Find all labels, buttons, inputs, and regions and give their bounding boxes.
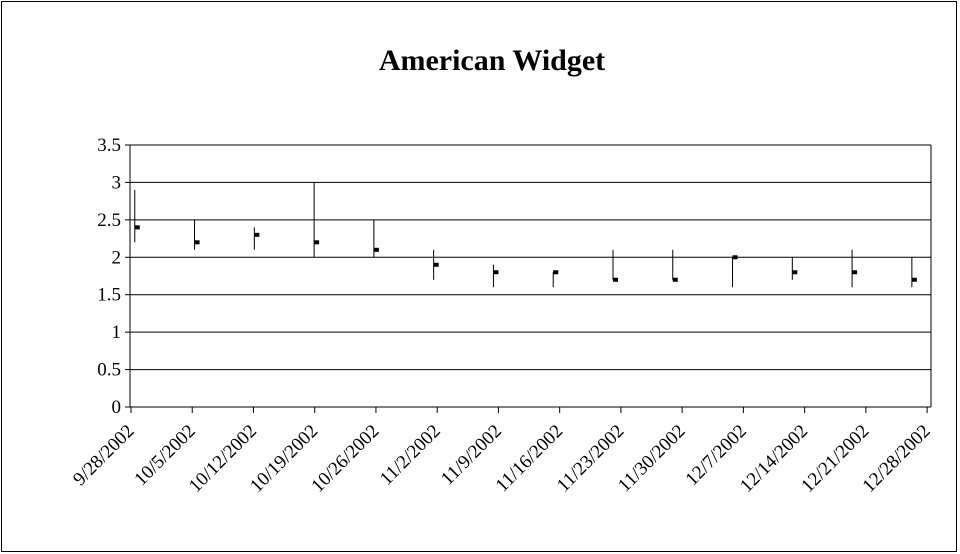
x-tick-label: 9/28/2002 bbox=[69, 421, 138, 490]
x-tick-label: 10/26/2002 bbox=[307, 421, 383, 497]
axes bbox=[129, 145, 932, 408]
close-marker bbox=[373, 247, 379, 252]
gridlines bbox=[130, 144, 931, 371]
y-tick-label: 3 bbox=[112, 172, 122, 193]
x-tick-label: 12/28/2002 bbox=[859, 421, 935, 497]
close-marker bbox=[911, 277, 917, 282]
y-tick-label: 1 bbox=[112, 322, 122, 343]
close-marker bbox=[134, 225, 140, 230]
close-marker bbox=[194, 240, 200, 245]
close-marker bbox=[792, 270, 798, 275]
close-marker bbox=[612, 277, 618, 282]
y-tick-label: 0 bbox=[112, 397, 122, 418]
y-tick-label: 1.5 bbox=[97, 285, 121, 306]
close-marker bbox=[852, 270, 858, 275]
close-marker bbox=[254, 232, 260, 237]
y-tick-label: 0.5 bbox=[97, 360, 121, 381]
close-marker bbox=[433, 262, 439, 267]
close-marker bbox=[553, 270, 559, 275]
x-axis-ticks: 9/28/200210/5/200210/12/200210/19/200210… bbox=[69, 407, 935, 497]
close-marker bbox=[314, 240, 320, 245]
close-marker bbox=[493, 270, 499, 275]
close-marker bbox=[672, 277, 678, 282]
x-tick-label: 11/2/2002 bbox=[376, 421, 445, 490]
y-axis-ticks: 0 0.5 1 1.5 2 2.5 3 3.5 bbox=[97, 135, 130, 418]
y-tick-label: 2 bbox=[112, 247, 122, 268]
chart-title: American Widget bbox=[379, 44, 605, 77]
x-tick-label: 11/30/2002 bbox=[614, 421, 690, 497]
y-tick-label: 3.5 bbox=[97, 135, 121, 156]
y-tick-label: 2.5 bbox=[97, 210, 121, 231]
close-marker bbox=[732, 255, 738, 260]
price-marks bbox=[134, 182, 917, 288]
